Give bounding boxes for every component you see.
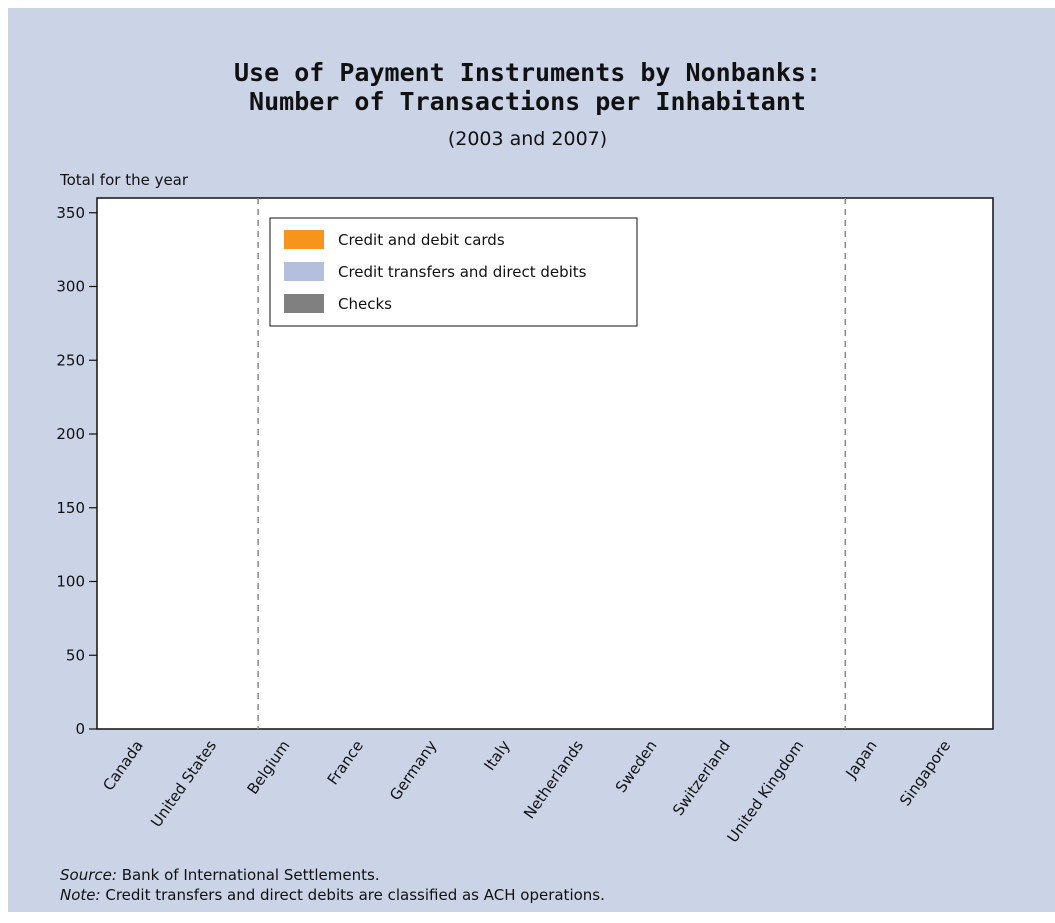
legend-label: Credit transfers and direct debits bbox=[338, 263, 587, 281]
y-tick-label: 250 bbox=[56, 351, 85, 369]
legend-label: Checks bbox=[338, 295, 392, 313]
note-text: Credit transfers and direct debits are c… bbox=[105, 886, 605, 904]
title-line-2: Number of Transactions per Inhabitant bbox=[249, 87, 806, 116]
x-tick-label: United States bbox=[147, 737, 220, 831]
legend: Credit and debit cards Credit transfers a… bbox=[269, 217, 638, 327]
x-tick-label: Singapore bbox=[896, 737, 954, 809]
legend-swatch bbox=[284, 262, 324, 281]
legend-swatch bbox=[284, 294, 324, 313]
x-tick-label: Italy bbox=[480, 737, 513, 774]
source-text: Bank of International Settlements. bbox=[121, 866, 380, 884]
footnotes: Source: Bank of International Settlement… bbox=[60, 865, 605, 905]
y-tick-label: 100 bbox=[56, 573, 85, 591]
x-tick-label: Germany bbox=[386, 737, 440, 804]
x-tick-label: Netherlands bbox=[520, 737, 587, 822]
x-tick-label: France bbox=[324, 737, 367, 788]
x-tick-label: United Kingdom bbox=[724, 737, 808, 846]
note-line: Note: Credit transfers and direct debits… bbox=[60, 885, 605, 905]
title-line-1: Use of Payment Instruments by Nonbanks: bbox=[234, 58, 821, 87]
x-tick-label: Canada bbox=[99, 737, 146, 794]
y-axis-title: Total for the year bbox=[60, 171, 189, 189]
source-label: Source: bbox=[60, 866, 117, 884]
y-tick-label: 200 bbox=[56, 425, 85, 443]
chart-subtitle: (2003 and 2007) bbox=[447, 128, 608, 150]
y-tick-label: 150 bbox=[56, 499, 85, 517]
x-tick-label: Switzerland bbox=[669, 737, 734, 819]
y-tick-label: 0 bbox=[75, 720, 85, 738]
y-tick-label: 350 bbox=[56, 204, 85, 222]
legend-swatch bbox=[284, 230, 324, 249]
legend-label: Credit and debit cards bbox=[338, 231, 505, 249]
x-tick-label: Japan bbox=[841, 737, 880, 782]
y-tick-label: 50 bbox=[66, 646, 85, 664]
y-tick-label: 300 bbox=[56, 278, 85, 296]
x-tick-label: Sweden bbox=[612, 737, 661, 796]
chart-title: Use of Payment Instruments by Nonbanks: … bbox=[0, 58, 1055, 116]
source-line: Source: Bank of International Settlement… bbox=[60, 865, 605, 885]
x-tick-label: Belgium bbox=[244, 737, 294, 798]
legend-box bbox=[269, 217, 638, 327]
note-label: Note: bbox=[60, 886, 101, 904]
